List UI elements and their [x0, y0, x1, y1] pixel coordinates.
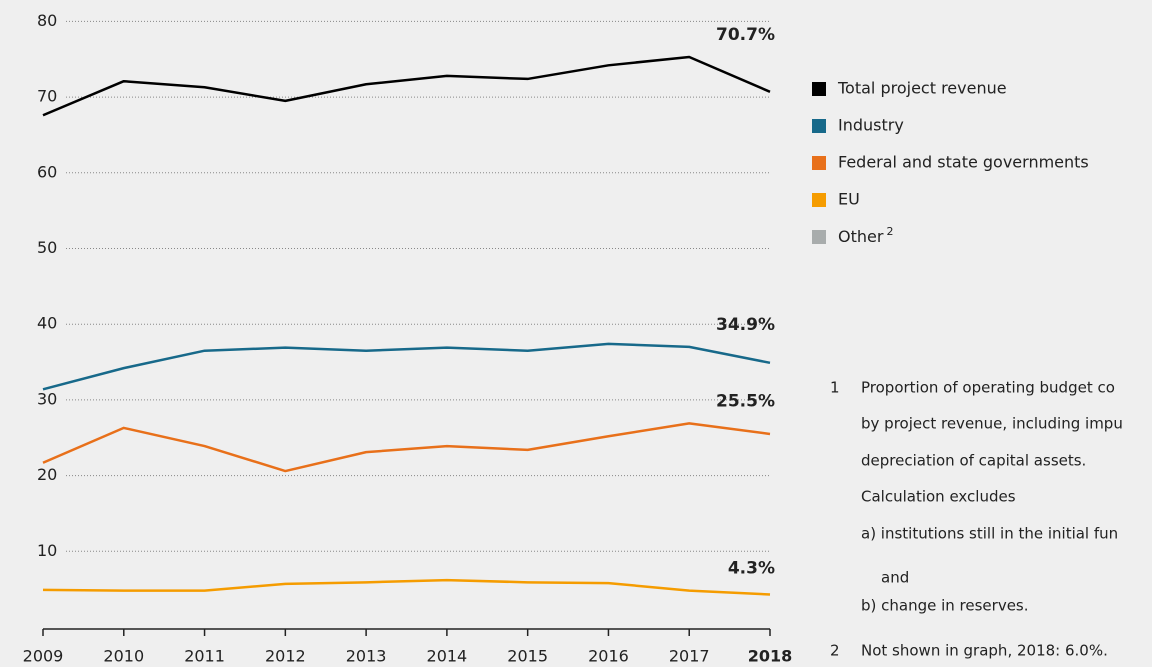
footnote-number: 1	[830, 379, 840, 397]
series-line	[42, 342, 771, 391]
x-tick-label: 2012	[265, 647, 306, 666]
series-line	[42, 55, 771, 117]
legend-label: Other 2	[838, 225, 893, 246]
series-line	[42, 422, 771, 473]
y-tick-label: 10	[37, 541, 57, 560]
x-tick-label: 2010	[103, 647, 144, 666]
x-tick-label: 2013	[346, 647, 387, 666]
legend-label: Total project revenue	[837, 79, 1007, 98]
legend-label: Federal and state governments	[838, 153, 1089, 172]
footnote-text: b) change in reserves.	[861, 597, 1029, 615]
y-tick-label: 20	[37, 465, 57, 484]
legend-label-note: 2	[886, 225, 893, 238]
x-tick-label: 2011	[184, 647, 225, 666]
data-label: 70.7%	[716, 25, 775, 45]
legend-label-name: Other	[838, 227, 884, 246]
y-tick-label: 50	[37, 238, 57, 257]
footnote-text: depreciation of capital assets.	[861, 452, 1086, 470]
footnote-number: 2	[830, 642, 840, 660]
x-tick-label: 2018	[748, 647, 793, 666]
footnote-text: Proportion of operating budget co	[861, 379, 1115, 397]
x-tick-label: 2016	[588, 647, 629, 666]
data-label: 4.3%	[728, 559, 775, 579]
y-tick-label: 30	[37, 389, 57, 408]
legend-swatch	[812, 230, 826, 244]
legend-swatch	[812, 156, 826, 170]
data-label: 34.9%	[716, 315, 775, 335]
x-tick-label: 2014	[427, 647, 468, 666]
x-tick-label: 2015	[507, 647, 548, 666]
series-line	[42, 578, 771, 596]
footnote-text: Not shown in graph, 2018: 6.0%.	[861, 642, 1108, 660]
legend-label: Industry	[838, 116, 904, 135]
footnote-text: a) institutions still in the initial fun	[861, 525, 1118, 543]
footnote-text: and	[881, 569, 909, 587]
y-tick-label: 70	[37, 87, 57, 106]
x-tick-label: 2009	[23, 647, 64, 666]
legend-swatch	[812, 82, 826, 96]
y-tick-label: 80	[37, 11, 57, 30]
legend-swatch	[812, 193, 826, 207]
y-tick-label: 60	[37, 162, 57, 181]
footnote-text: by project revenue, including impu	[861, 415, 1123, 433]
legend-swatch	[812, 119, 826, 133]
legend-label: EU	[838, 190, 860, 209]
footnote-text: Calculation excludes	[861, 488, 1016, 506]
y-tick-label: 40	[37, 314, 57, 333]
data-label: 25.5%	[716, 391, 775, 411]
x-tick-label: 2017	[669, 647, 710, 666]
